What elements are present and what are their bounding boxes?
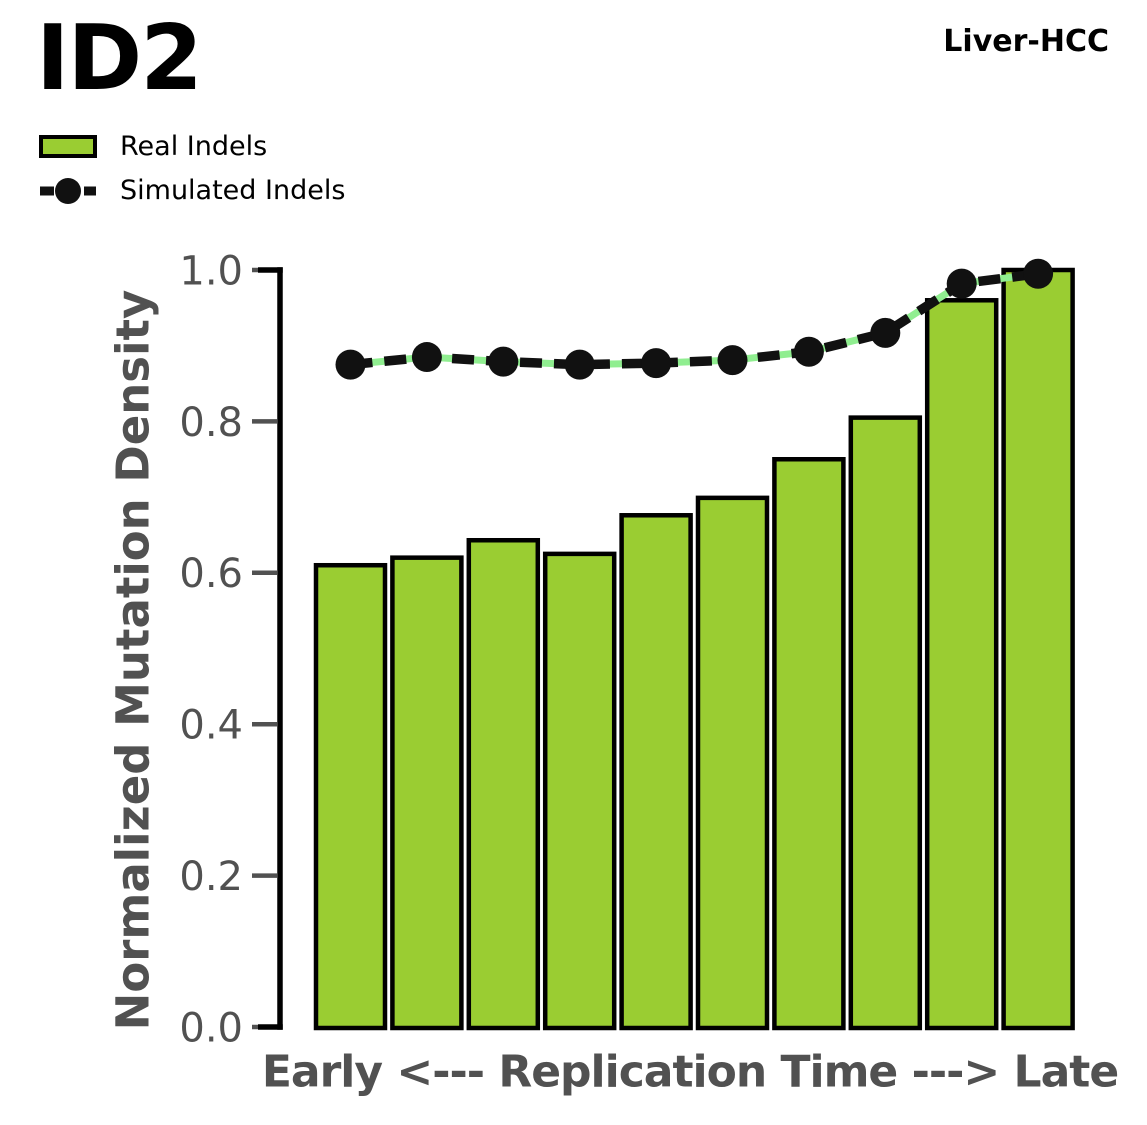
x-axis-label: Early <--- Replication Time ---> Late: [261, 1046, 1119, 1098]
bar-swatch-icon: [39, 135, 97, 158]
data-point: [641, 348, 672, 379]
data-point: [335, 349, 366, 380]
data-point: [411, 342, 442, 373]
bar: [390, 555, 464, 1031]
data-point: [717, 345, 748, 376]
legend-item-real-indels: Real Indels: [39, 131, 345, 162]
data-point: [1023, 258, 1054, 289]
bar: [1001, 267, 1075, 1031]
legend: Real Indels Simulated Indels: [39, 131, 345, 206]
y-tick-label: 0.4: [179, 703, 243, 749]
y-tick-label: 1.0: [179, 248, 243, 294]
data-point: [488, 346, 519, 377]
cohort-label: Liver-HCC: [943, 24, 1109, 59]
data-point: [946, 268, 977, 299]
bar: [772, 457, 846, 1031]
y-tick-label: 0.0: [179, 1005, 243, 1051]
legend-item-simulated-indels: Simulated Indels: [39, 175, 345, 206]
bar: [466, 537, 541, 1031]
y-tick-label: 0.8: [179, 400, 243, 446]
bar: [542, 551, 617, 1031]
y-tick-label: 0.2: [179, 854, 243, 900]
y-tick-label: 0.6: [179, 551, 243, 597]
legend-label: Real Indels: [120, 131, 268, 162]
bar: [924, 298, 999, 1031]
bar: [619, 513, 693, 1031]
data-point: [564, 349, 595, 380]
legend-label: Simulated Indels: [120, 175, 346, 206]
page-title: ID2: [36, 6, 203, 111]
bar: [848, 415, 923, 1031]
bar: [313, 562, 388, 1031]
bar: [695, 495, 770, 1031]
simulated-line: [350, 269, 1039, 370]
data-point: [870, 317, 901, 348]
data-point: [793, 336, 824, 367]
dashed-line-marker-icon: [40, 177, 96, 204]
